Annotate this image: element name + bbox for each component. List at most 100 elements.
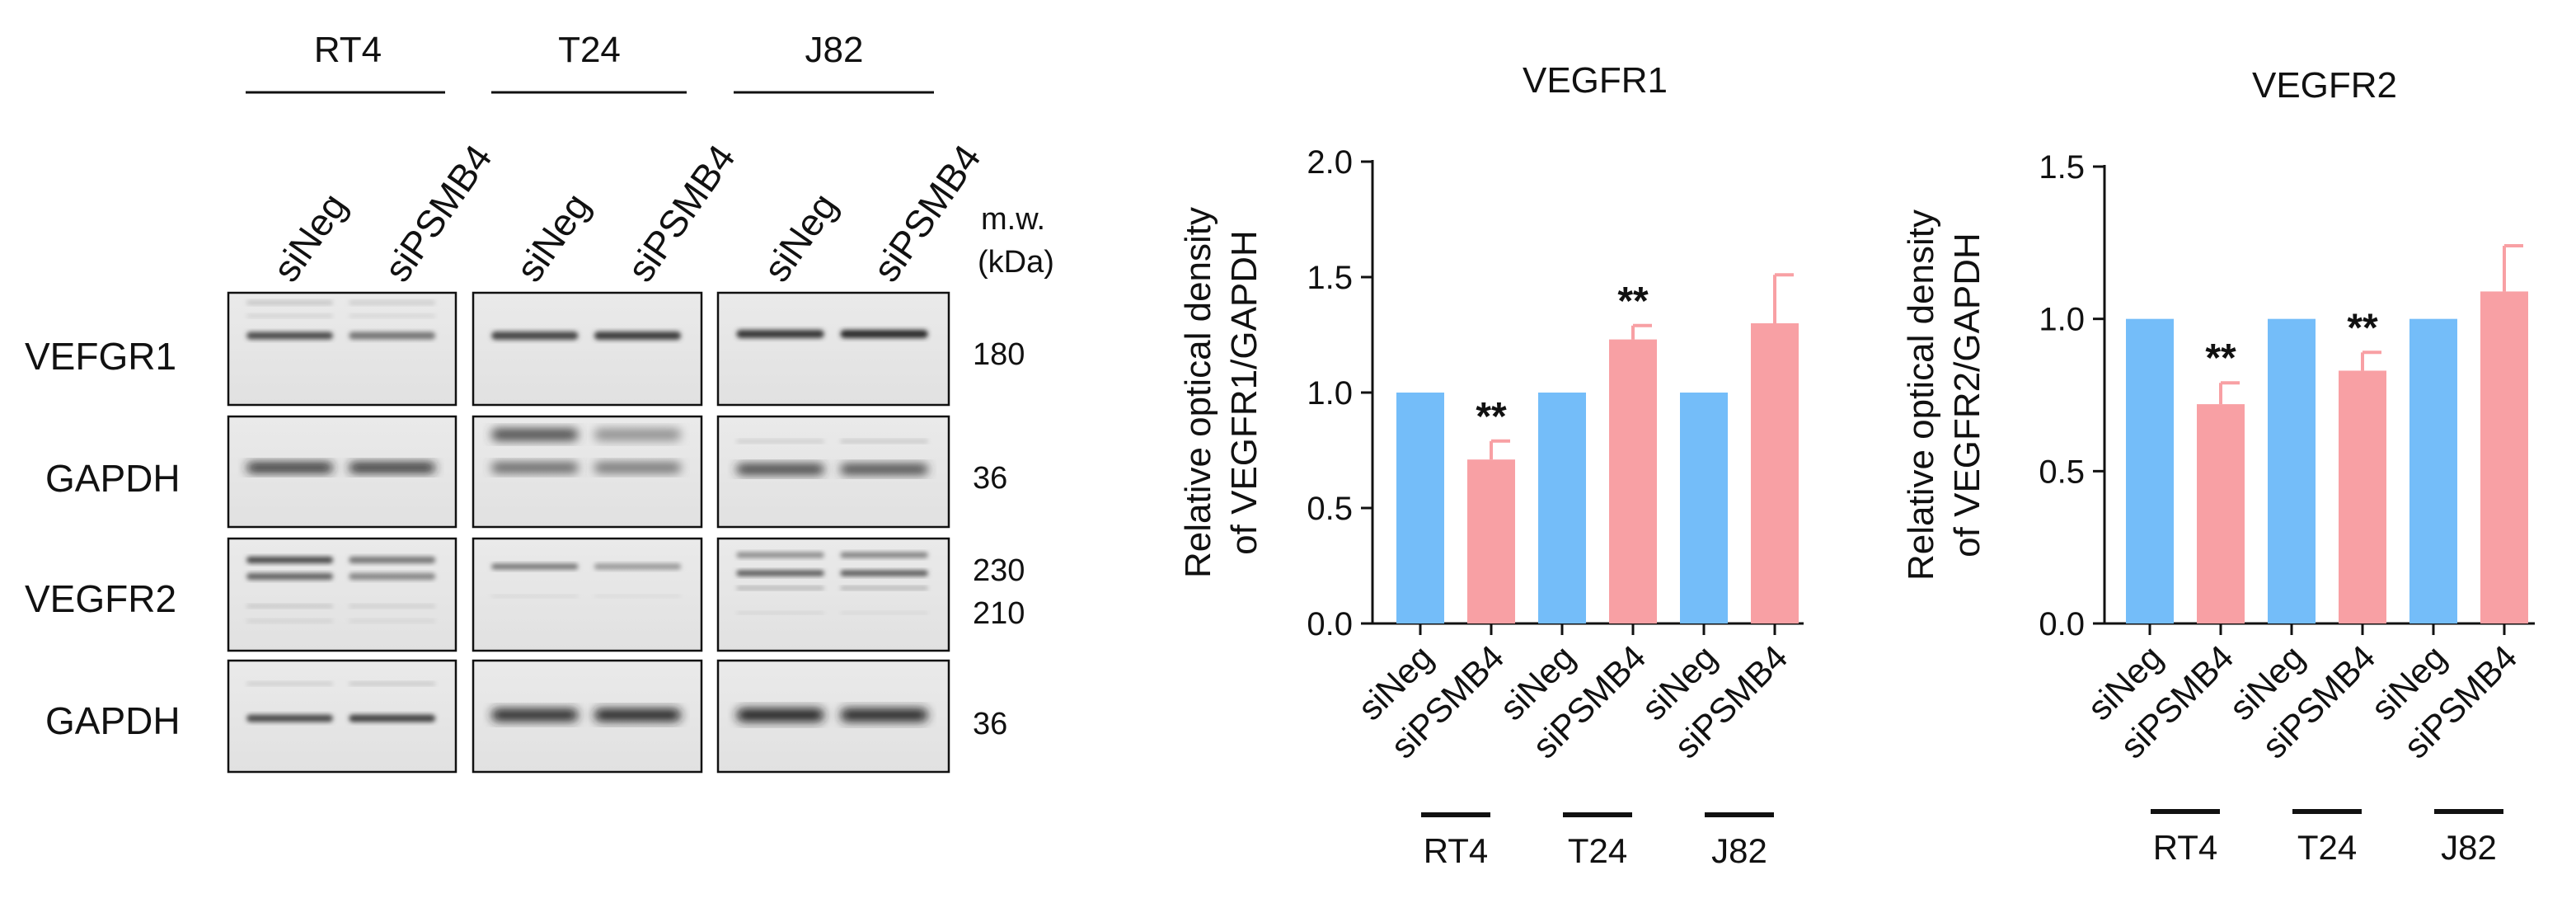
protein-band <box>491 595 579 598</box>
membrane-border <box>716 291 950 407</box>
bar <box>2339 370 2386 623</box>
mw-value: 210 <box>973 596 1025 631</box>
blot-membrane <box>716 291 950 407</box>
membrane-background <box>473 539 701 651</box>
blot-row-label-vegfr2: VEGFR2 <box>25 577 176 620</box>
protein-band <box>840 586 928 590</box>
blot-membrane <box>472 415 703 529</box>
mw-header-line2: (kDa) <box>978 245 1054 280</box>
group-label: T24 <box>2297 828 2357 867</box>
significance-marker: ** <box>1476 395 1507 439</box>
protein-band <box>349 619 436 623</box>
mw-value: 180 <box>973 337 1025 372</box>
protein-band <box>246 605 333 608</box>
blot-membrane <box>716 659 950 774</box>
lane-label: siNeg <box>265 186 355 289</box>
membrane-border <box>716 415 950 529</box>
membrane-background <box>228 293 456 405</box>
bar <box>2197 404 2245 623</box>
lane-label: siPSMB4 <box>619 137 744 289</box>
mw-value: 36 <box>973 461 1007 496</box>
protein-band <box>594 429 682 440</box>
protein-band <box>246 332 333 340</box>
bar <box>1751 323 1799 623</box>
protein-band <box>491 332 579 340</box>
blot-membrane <box>472 537 703 652</box>
membrane-border <box>227 415 457 529</box>
protein-band <box>736 708 824 722</box>
y-axis-label: of VEGFR1/GAPDH <box>1224 230 1265 555</box>
protein-band <box>246 463 333 473</box>
protein-band <box>840 552 928 558</box>
y-tick-label: 0.5 <box>2039 454 2085 490</box>
membrane-background <box>473 293 701 405</box>
blot-row-label-gapdh: GAPDH <box>45 699 181 742</box>
protein-band <box>840 440 928 443</box>
protein-band <box>736 611 824 614</box>
lane-label: siNeg <box>508 186 598 289</box>
protein-band <box>349 605 436 608</box>
membrane-border <box>716 659 950 774</box>
protein-band <box>840 464 928 474</box>
protein-band <box>736 464 824 474</box>
y-tick-label: 0.0 <box>2039 606 2085 642</box>
mw-header-line1: m.w. <box>981 202 1045 237</box>
bar <box>1538 393 1586 623</box>
protein-band <box>349 573 436 580</box>
protein-band <box>491 429 579 440</box>
protein-band <box>246 557 333 563</box>
cell-line-label-j82: J82 <box>805 30 864 70</box>
y-tick-label: 1.0 <box>2039 302 2085 338</box>
chart-title: VEGFR2 <box>2252 65 2397 106</box>
protein-band <box>594 708 682 722</box>
protein-band <box>349 714 436 722</box>
vegfr1-bar-chart: VEGFR1 Relative optical density of VEGFR1/… <box>1178 60 1804 870</box>
group-label: RT4 <box>2153 828 2218 867</box>
bar <box>2126 318 2174 623</box>
lane-label: siPSMB4 <box>865 137 989 289</box>
bar <box>2409 318 2457 623</box>
membrane-border <box>472 659 703 774</box>
chart-title: VEGFR1 <box>1523 60 1668 101</box>
y-axis-label: Relative optical density <box>1901 209 1941 581</box>
protein-band <box>840 570 928 576</box>
y-tick-label: 1.5 <box>1307 260 1353 296</box>
blot-membrane <box>716 415 950 529</box>
blot-membrane <box>227 659 457 774</box>
bar <box>1680 393 1728 623</box>
y-axis-label: Relative optical density <box>1178 207 1218 578</box>
vegfr2-bar-chart: VEGFR2 Relative optical density of VEGFR2/… <box>1901 65 2535 867</box>
protein-band <box>349 557 436 563</box>
membrane-border <box>472 537 703 652</box>
blot-row-label-vefgr1: VEFGR1 <box>25 335 176 378</box>
mw-value: 36 <box>973 707 1007 741</box>
protein-band <box>246 300 333 305</box>
membrane-border <box>472 415 703 529</box>
membrane-border <box>227 537 457 652</box>
protein-band <box>491 463 579 473</box>
protein-band <box>349 332 436 340</box>
protein-band <box>840 708 928 722</box>
bar <box>2480 291 2528 623</box>
bar <box>1396 393 1444 623</box>
protein-band <box>736 586 824 590</box>
significance-marker: ** <box>1617 280 1649 323</box>
protein-band <box>736 330 824 338</box>
y-tick-label: 0.0 <box>1307 606 1353 642</box>
y-tick-label: 2.0 <box>1307 144 1353 181</box>
protein-band <box>736 570 824 576</box>
y-tick-label: 0.5 <box>1307 491 1353 527</box>
western-blot-panel: RT4 T24 J82 siNeg siPSMB4 siNeg siPSMB4 … <box>25 30 1054 774</box>
membrane-background <box>718 293 949 405</box>
y-tick-label: 1.5 <box>2039 149 2085 186</box>
protein-band <box>349 314 436 318</box>
protein-band <box>491 563 579 570</box>
blot-membrane <box>227 537 457 652</box>
protein-band <box>349 682 436 685</box>
group-label: J82 <box>1711 831 1767 870</box>
protein-band <box>736 440 824 443</box>
group-label: RT4 <box>1424 831 1489 870</box>
group-label: J82 <box>2441 828 2497 867</box>
membrane-border <box>227 291 457 407</box>
